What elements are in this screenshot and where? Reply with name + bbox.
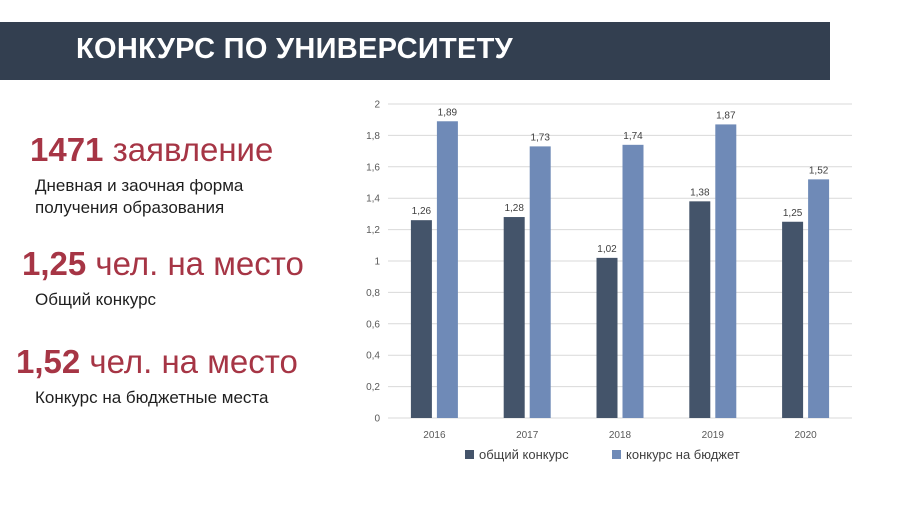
bar-general bbox=[410, 220, 432, 418]
legend-swatch-budget bbox=[612, 450, 621, 459]
stat-applications-desc-line2: получения образования bbox=[35, 198, 225, 217]
data-label: 1,74 bbox=[623, 131, 643, 142]
data-label: 1,28 bbox=[504, 203, 524, 214]
stat-general-value: 1,25 bbox=[22, 245, 87, 282]
data-label: 1,38 bbox=[690, 187, 710, 198]
x-tick-label: 2017 bbox=[516, 430, 539, 441]
y-tick-label: 1,4 bbox=[366, 194, 380, 205]
page-title: КОНКУРС ПО УНИВЕРСИТЕТУ bbox=[76, 33, 513, 65]
data-label: 1,02 bbox=[597, 244, 617, 255]
stat-budget-competition: 1,52 чел. на место bbox=[16, 342, 298, 382]
stat-budget-unit: чел. на место bbox=[89, 343, 298, 380]
stat-general-competition: 1,25 чел. на место bbox=[22, 244, 304, 284]
data-label: 1,25 bbox=[783, 208, 803, 219]
y-tick-label: 1,6 bbox=[366, 162, 380, 173]
data-label: 1,26 bbox=[412, 206, 432, 217]
y-tick-label: 1 bbox=[374, 257, 380, 268]
x-tick-label: 2020 bbox=[794, 430, 817, 441]
stat-applications-desc: Дневная и заочная форма получения образо… bbox=[35, 175, 243, 219]
stat-general-desc: Общий конкурс bbox=[35, 289, 156, 311]
x-tick-label: 2018 bbox=[609, 430, 632, 441]
y-tick-label: 1,8 bbox=[366, 131, 380, 142]
y-tick-label: 2 bbox=[374, 100, 380, 111]
data-label: 1,87 bbox=[716, 110, 736, 121]
y-tick-label: 0,2 bbox=[366, 382, 380, 393]
stat-applications-value: 1471 bbox=[30, 131, 104, 168]
stat-budget-desc-line1: Конкурс на бюджетные места bbox=[35, 388, 269, 407]
bar-budget bbox=[715, 124, 737, 418]
stat-applications-unit: заявление bbox=[112, 131, 274, 168]
y-tick-label: 0,8 bbox=[366, 288, 380, 299]
bar-budget bbox=[529, 146, 551, 418]
stat-applications-desc-line1: Дневная и заочная форма bbox=[35, 176, 244, 195]
legend-label: конкурс на бюджет bbox=[626, 447, 740, 462]
stat-budget-value: 1,52 bbox=[16, 343, 81, 380]
legend-label: общий конкурс bbox=[479, 447, 569, 462]
bar-budget bbox=[622, 144, 644, 418]
x-tick-label: 2016 bbox=[423, 430, 446, 441]
data-label: 1,73 bbox=[530, 132, 550, 143]
stat-applications: 1471 заявление bbox=[30, 130, 273, 170]
bar-general bbox=[503, 217, 525, 418]
data-label: 1,52 bbox=[809, 165, 829, 176]
competition-bar-chart: 0 0,2 0,4 0,6 0,8 1 1,2 1,4 1,6 1,8 2 1,26 1,89 2016 1… bbox=[366, 100, 852, 462]
legend-swatch-general bbox=[465, 450, 474, 459]
y-tick-label: 1,2 bbox=[366, 225, 380, 236]
bar-budget bbox=[436, 121, 458, 418]
bar-general bbox=[689, 201, 711, 418]
data-label: 1,89 bbox=[438, 107, 458, 118]
stat-budget-desc: Конкурс на бюджетные места bbox=[35, 387, 268, 409]
y-tick-label: 0,6 bbox=[366, 319, 380, 330]
bar-general bbox=[596, 257, 618, 418]
y-tick-label: 0,4 bbox=[366, 351, 380, 362]
y-tick-label: 0 bbox=[374, 414, 380, 425]
stat-general-desc-line1: Общий конкурс bbox=[35, 290, 157, 309]
stat-general-unit: чел. на место bbox=[95, 245, 304, 282]
bar-budget bbox=[808, 179, 830, 418]
x-tick-label: 2019 bbox=[702, 430, 725, 441]
bar-general bbox=[782, 221, 804, 418]
header-bar: КОНКУРС ПО УНИВЕРСИТЕТУ bbox=[0, 22, 830, 80]
